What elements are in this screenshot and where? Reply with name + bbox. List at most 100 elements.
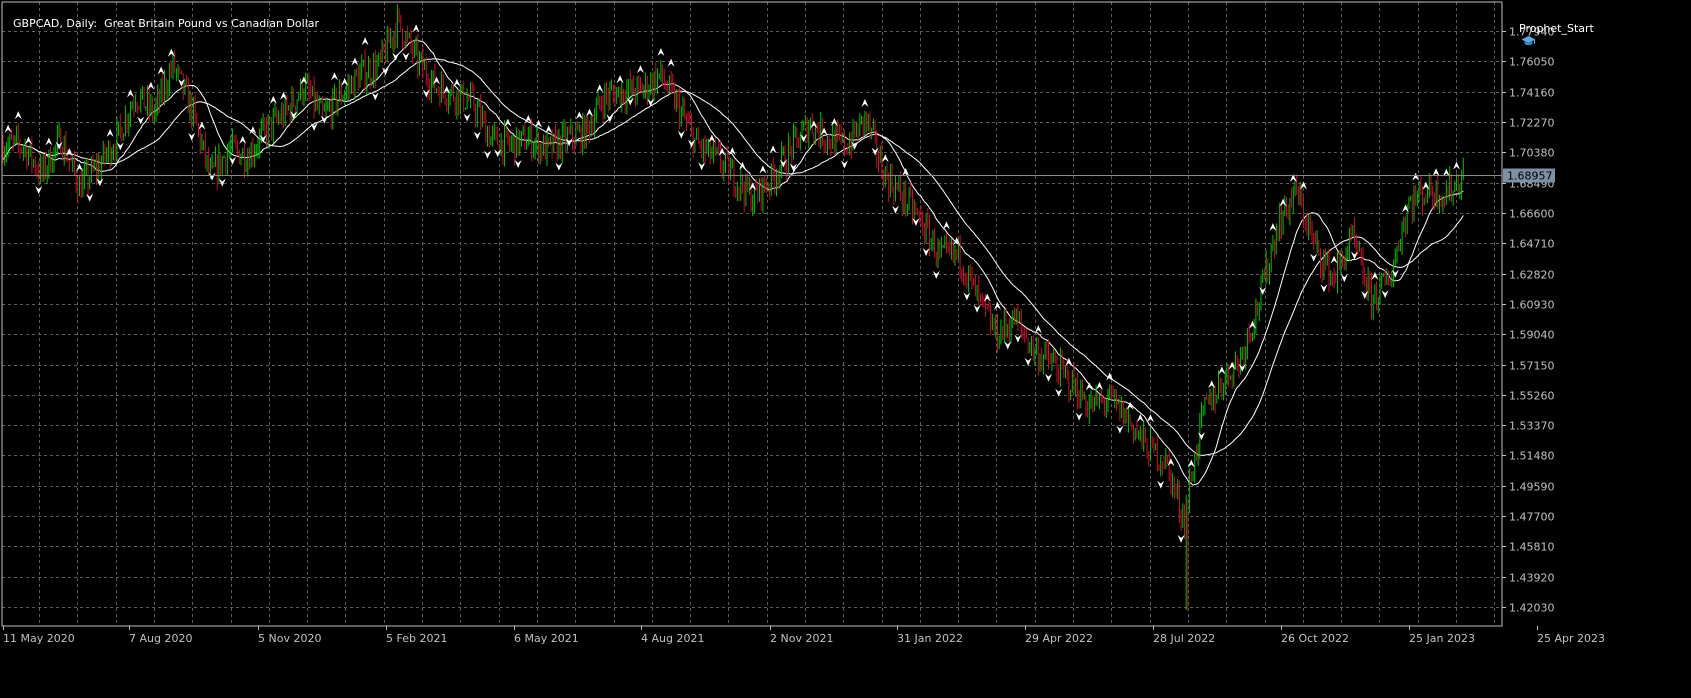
fractal-up-marker [575,111,583,120]
y-tick-label: 1.77940 [1509,26,1555,39]
candles-layer [2,4,1464,610]
fractal-up-marker [65,148,73,157]
fractal-down-marker [1024,357,1032,366]
fractal-up-marker [453,78,461,87]
fractal-down-marker [1055,388,1063,397]
fractal-up-marker [269,95,277,104]
fractal-up-marker [1300,181,1307,190]
plot-frame [1,1,1503,627]
expert-advisor-label[interactable]: Prophet_Start [1512,9,1594,48]
fractal-up-marker [25,136,32,145]
fractal-up-marker [1096,381,1103,390]
fractal-up-marker [106,128,114,137]
expert-name: Prophet_Start [1519,22,1594,35]
y-tick-label: 1.76050 [1509,56,1555,69]
fractal-up-marker [76,163,83,172]
fractal-up-marker [810,120,818,129]
fractal-up-marker [1330,255,1338,264]
fractal-up-marker [830,118,838,127]
chart-title: GBPCAD, Daily: Great Britain Pound vs Ca… [6,4,319,30]
fractal-up-marker [239,135,247,144]
fractal-up-marker [728,147,736,156]
fractal-up-marker [637,65,644,74]
fractal-down-marker [473,131,481,140]
fractal-down-marker [1320,284,1328,293]
fractal-up-marker [412,24,420,33]
fractal-up-marker [1136,413,1144,422]
fractal-up-marker [881,154,889,163]
y-tick-label: 1.45810 [1509,541,1555,554]
y-tick-label: 1.60930 [1509,299,1555,312]
fractal-up-marker [249,126,257,135]
fractal-down-marker [188,132,196,141]
x-tick-label: 6 May 2021 [514,632,579,645]
fractal-up-marker [861,98,869,107]
fractal-up-marker [1208,380,1216,389]
fractal-up-marker [749,182,757,191]
fractal-up-marker [443,85,451,94]
fractal-up-marker [1167,458,1175,467]
fractal-up-marker [953,237,961,246]
fractal-down-marker [208,172,216,181]
fractal-down-marker [55,141,63,150]
fractal-up-marker [127,89,134,98]
fractal-down-marker [555,162,563,171]
fractal-up-marker [1034,325,1042,334]
fractal-up-marker [1432,168,1440,177]
fractal-up-marker [1269,222,1277,231]
grid-layer [2,2,1502,626]
y-tick-label: 1.51480 [1509,450,1555,463]
fractal-down-marker [320,115,328,124]
x-tick-label: 25 Apr 2023 [1537,632,1605,645]
fractal-down-marker [851,141,859,150]
fractal-up-marker [943,221,950,230]
fractal-down-marker [1310,253,1318,262]
fractal-down-marker [371,92,379,101]
y-tick-label: 1.53370 [1509,420,1555,433]
fractal-up-marker [902,168,910,177]
x-tick-label: 11 May 2020 [3,632,75,645]
fractal-down-marker [1045,373,1052,382]
fractal-up-marker [167,48,175,57]
fractal-down-marker [1238,363,1246,372]
fractal-up-marker [1249,320,1256,329]
fractal-up-marker [1422,181,1430,190]
fractal-down-marker [514,160,522,169]
x-tick-label: 26 Oct 2022 [1281,632,1349,645]
fractal-up-marker [1065,357,1073,366]
fractal-down-marker [259,134,267,143]
fractal-up-marker [433,76,440,85]
fractal-down-marker [1381,290,1389,299]
fractal-up-marker [1371,271,1379,280]
fractal-down-marker [688,139,695,148]
fractal-up-marker [769,145,777,154]
fractal-down-marker [494,149,502,158]
x-tick-label: 7 Aug 2020 [129,632,192,645]
fractal-up-marker [280,91,287,100]
y-tick-label: 1.57150 [1509,360,1555,373]
symbol-label: GBPCAD, Daily: [13,17,98,30]
fractal-up-marker [1279,198,1287,207]
fractal-up-marker [1442,168,1450,177]
x-tick-label: 5 Nov 2020 [258,632,321,645]
fractal-down-marker [137,116,145,125]
fractal-down-marker [310,122,318,131]
y-tick-label: 1.74160 [1509,87,1555,100]
fractal-down-marker [1340,274,1348,283]
fractal-down-marker [392,52,400,61]
fractal-down-marker [116,142,124,151]
fractal-up-marker [657,48,665,57]
y-tick-label: 1.59040 [1509,329,1555,342]
fractal-up-marker [524,115,532,124]
fractal-down-marker [963,292,971,301]
fractal-down-marker [422,89,430,98]
fractal-up-marker [1402,204,1409,213]
current-price-tag [1503,168,1555,183]
fractal-down-marker [1351,251,1358,260]
x-tick-label: 28 Jul 2022 [1153,632,1215,645]
y-tick-label: 1.55260 [1509,390,1555,403]
y-tick-label: 1.66600 [1509,208,1555,221]
y-tick-label: 1.62820 [1509,269,1555,282]
